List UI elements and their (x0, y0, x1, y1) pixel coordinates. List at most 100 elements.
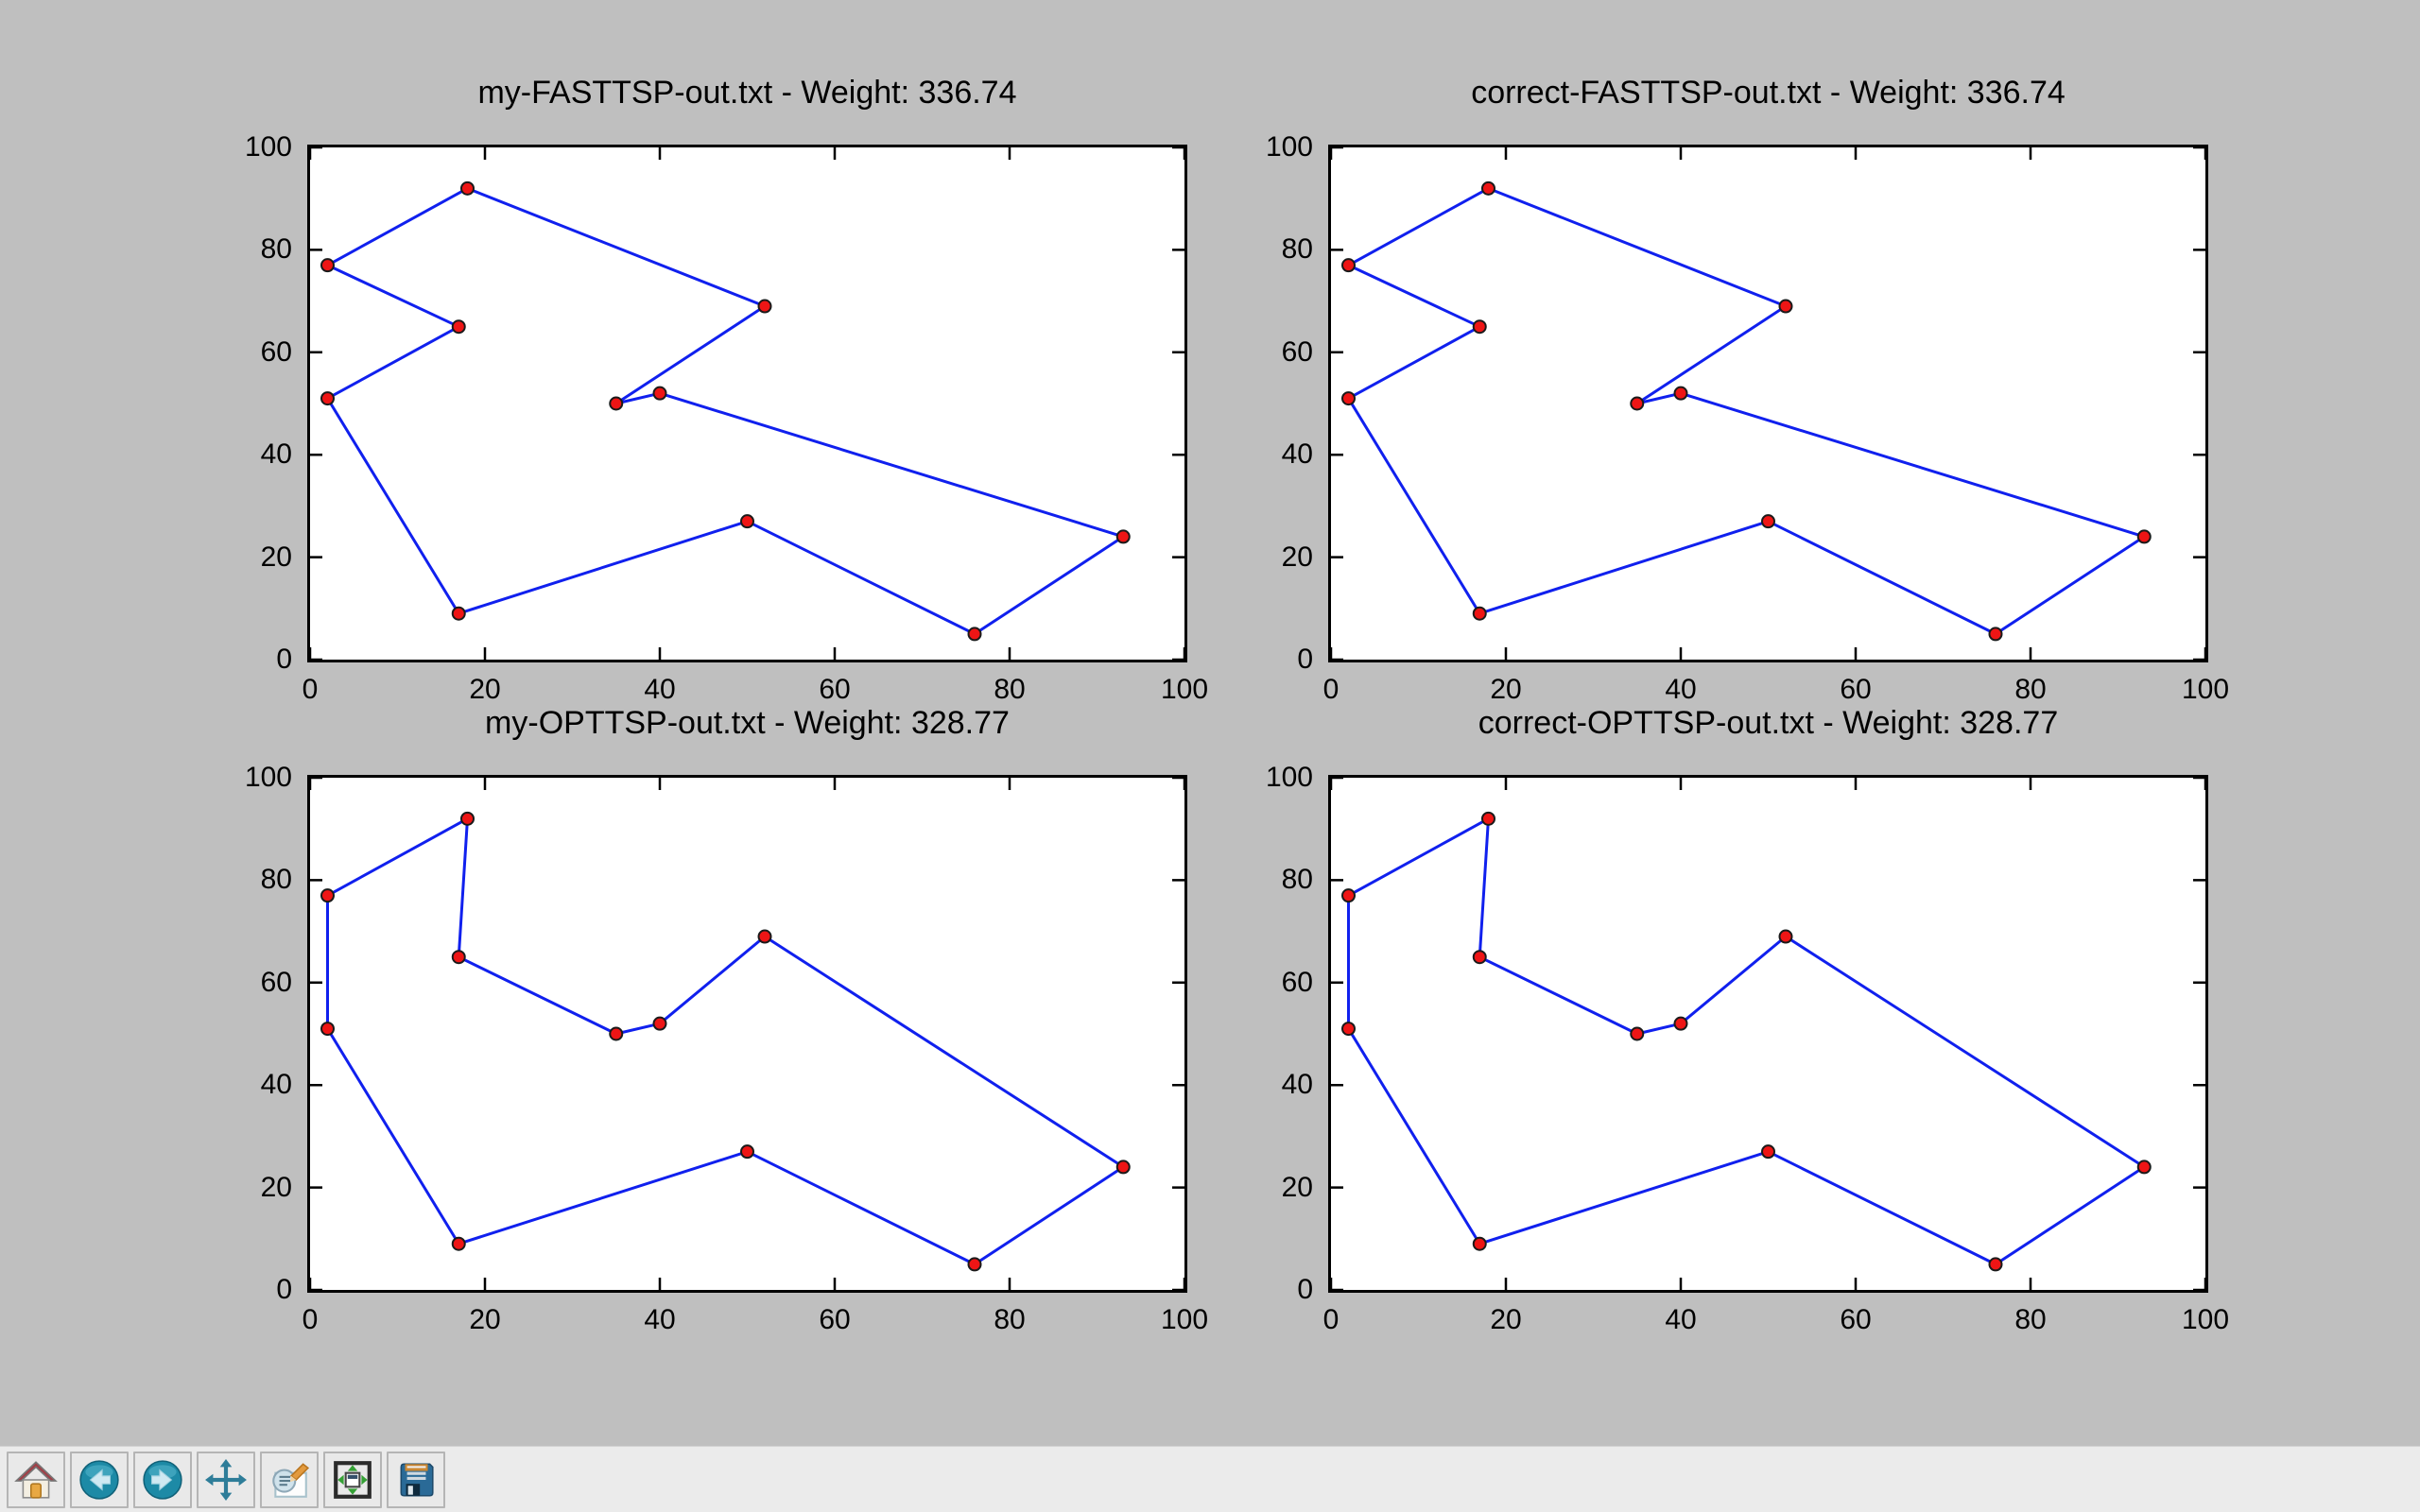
city-marker (609, 396, 624, 411)
tour-plot (1331, 147, 2205, 660)
pan-button[interactable] (197, 1451, 255, 1508)
y-tick-label: 20 (1281, 1171, 1313, 1203)
city-marker (740, 1144, 754, 1160)
x-tick-label: 0 (302, 674, 319, 705)
tour-plot (1331, 778, 2205, 1290)
x-tick-label: 60 (1840, 1304, 1872, 1335)
y-tick-label: 0 (1297, 644, 1313, 675)
subplot-title: my-FASTTSP-out.txt - Weight: 336.74 (477, 75, 1017, 111)
tour-path (326, 186, 1125, 636)
save-floppy-icon (394, 1458, 438, 1502)
city-marker (460, 180, 475, 196)
subplot-correct-fasttsp: correct-FASTTSP-out.txt - Weight: 336.74… (1266, 75, 2229, 705)
city-marker (460, 811, 475, 826)
y-tick-label: 100 (244, 131, 292, 163)
configure-subplots-button[interactable] (323, 1451, 382, 1508)
y-tick-label: 0 (276, 644, 292, 675)
tour-plot (310, 147, 1184, 660)
forward-button[interactable] (133, 1451, 192, 1508)
x-tick-label: 80 (994, 674, 1026, 705)
city-marker (451, 950, 466, 965)
city-marker (1778, 299, 1793, 314)
city-marker (320, 391, 335, 406)
city-marker (740, 514, 754, 529)
axis-ticks (310, 147, 1184, 660)
y-tick-label: 80 (260, 864, 292, 896)
city-marker (1341, 1022, 1356, 1037)
figure-canvas: my-FASTTSP-out.txt - Weight: 336.74 0 0 20… (244, 75, 2229, 1335)
subplot-correct-opttsp: correct-OPTTSP-out.txt - Weight: 328.77 … (1266, 705, 2229, 1335)
tour-path (1347, 186, 2146, 636)
city-marker (1630, 396, 1645, 411)
y-tick-label: 80 (260, 233, 292, 266)
back-arrow-icon (78, 1458, 121, 1502)
city-marker (757, 929, 772, 944)
tour-plot (310, 778, 1184, 1290)
y-tick-label: 100 (1265, 762, 1313, 793)
home-button[interactable] (7, 1451, 65, 1508)
y-tick-label: 60 (260, 966, 292, 998)
matplotlib-toolbar (0, 1446, 2420, 1512)
y-tick-label: 60 (1281, 335, 1313, 368)
city-marker (1761, 514, 1775, 529)
city-marker (451, 1236, 466, 1251)
axes-area[interactable] (307, 775, 1187, 1293)
y-tick-label: 60 (1281, 966, 1313, 998)
city-marker (1988, 1257, 2003, 1272)
city-marker (1988, 627, 2003, 642)
city-marker (320, 888, 335, 903)
x-tick-label: 100 (2181, 1304, 2230, 1335)
x-tick-label: 40 (644, 1304, 676, 1335)
city-marker (609, 1026, 624, 1041)
x-tick-label: 40 (1665, 1304, 1697, 1335)
x-tick-label: 60 (819, 1304, 851, 1335)
city-marker (1481, 811, 1495, 826)
x-tick-label: 20 (1490, 674, 1522, 705)
city-marker (2136, 1160, 2152, 1175)
x-tick-label: 40 (1665, 674, 1697, 705)
x-tick-label: 100 (1160, 1304, 1209, 1335)
y-tick-label: 0 (276, 1274, 292, 1305)
y-tick-label: 40 (1281, 438, 1313, 471)
city-marker (1341, 888, 1356, 903)
x-tick-label: 40 (644, 674, 676, 705)
save-button[interactable] (387, 1451, 445, 1508)
city-marker (1115, 529, 1131, 544)
city-marker (757, 299, 772, 314)
x-tick-label: 60 (1840, 674, 1872, 705)
axes-area[interactable] (1328, 145, 2208, 662)
x-tick-label: 0 (1322, 1304, 1340, 1335)
city-marker (1761, 1144, 1775, 1160)
x-tick-label: 100 (2181, 674, 2230, 705)
city-marker (967, 627, 982, 642)
back-button[interactable] (70, 1451, 129, 1508)
city-marker (1341, 391, 1356, 406)
city-marker (451, 606, 466, 621)
city-marker (652, 386, 667, 401)
city-marker (1341, 258, 1356, 273)
y-tick-label: 20 (1281, 541, 1313, 573)
city-marker (1630, 1026, 1645, 1041)
zoom-rect-icon (268, 1458, 311, 1502)
subplot-title: my-OPTTSP-out.txt - Weight: 328.77 (485, 705, 1010, 741)
axis-ticks (1331, 778, 2205, 1290)
x-tick-label: 80 (2014, 1304, 2047, 1335)
y-tick-label: 60 (260, 335, 292, 368)
x-tick-label: 20 (469, 1304, 501, 1335)
y-tick-label: 100 (244, 762, 292, 793)
city-marker (1673, 1016, 1688, 1031)
city-marker (1778, 929, 1793, 944)
city-marker (1115, 1160, 1131, 1175)
axes-area[interactable] (307, 145, 1187, 662)
axis-ticks (1331, 147, 2205, 660)
zoom-button[interactable] (260, 1451, 319, 1508)
x-tick-label: 100 (1160, 674, 1209, 705)
city-marker (1472, 319, 1487, 335)
axis-ticks (310, 778, 1184, 1290)
axes-area[interactable] (1328, 775, 2208, 1293)
city-marker (320, 1022, 335, 1037)
subplot-title: correct-FASTTSP-out.txt - Weight: 336.74 (1471, 75, 2066, 111)
city-marker (1673, 386, 1688, 401)
city-marker (652, 1016, 667, 1031)
city-marker (2136, 529, 2152, 544)
